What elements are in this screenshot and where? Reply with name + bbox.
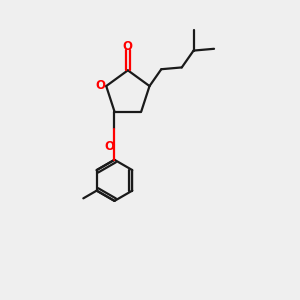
Text: O: O: [105, 140, 115, 152]
Text: O: O: [95, 79, 106, 92]
Text: O: O: [122, 40, 132, 53]
